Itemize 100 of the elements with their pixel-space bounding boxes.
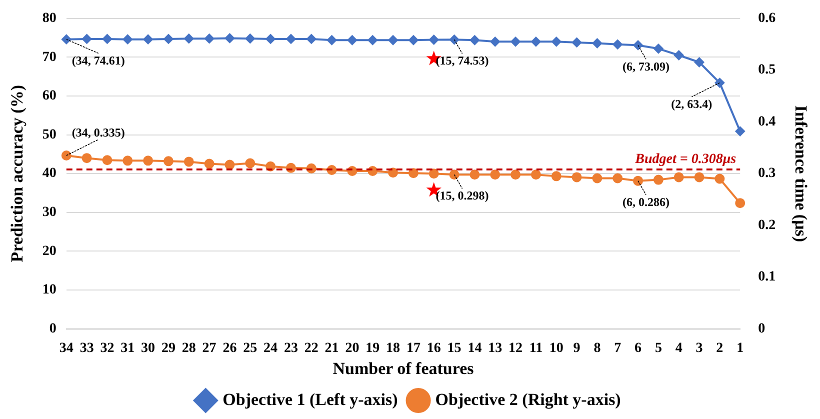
x-tick-label: 17 [406,340,420,356]
point [714,174,725,184]
y-tick-label: 60 [42,88,56,104]
y-tick-label: 20 [42,244,56,259]
legend-label: Objective 1 (Left y-axis) [222,390,398,409]
point [735,126,746,136]
x-tick-label: 26 [222,340,237,356]
x-tick-label: 2 [716,340,724,356]
point [592,173,602,184]
x-tick-label: 31 [120,340,135,356]
x-tick-label: 25 [243,340,258,356]
x-tick-label: 11 [529,340,543,356]
point [122,156,133,166]
point [633,176,644,186]
point [61,34,72,44]
point [286,34,296,44]
point [388,35,398,46]
point [408,35,418,46]
point [102,155,112,166]
y2-axis-title: Inference time (μs) [791,105,810,242]
x-tick-label: 21 [324,340,339,356]
point [694,172,704,182]
point [551,171,562,182]
point [490,170,500,180]
point [735,198,746,208]
data-label: (6, 0.286) [622,194,670,209]
x-tick-label: 1 [736,340,744,356]
point [266,34,276,44]
x-tick-label: 34 [59,340,74,356]
point [102,34,112,44]
point [612,173,623,184]
data-label: (34, 0.335) [72,126,125,140]
point [674,172,684,182]
y-tick-label: 10 [42,282,56,298]
y-axis-title: Prediction accuracy (%) [8,85,27,262]
y-tick-label: 50 [42,127,56,142]
point [245,158,256,168]
y2-tick-label: 0.3 [758,166,776,182]
point [551,36,562,47]
point [592,38,602,48]
point [490,36,500,47]
point [449,170,460,180]
point [204,158,214,169]
point [61,150,72,160]
x-tick-label: 13 [488,340,502,356]
point [572,172,582,182]
x-tick-label: 18 [386,340,400,356]
point [184,156,194,167]
point [510,170,521,180]
point [449,34,460,45]
y-tick-label: 40 [42,166,56,182]
point [163,34,174,44]
x-tick-label: 24 [264,340,278,356]
x-tick-label: 16 [426,340,441,356]
data-label: (2, 63.4) [671,96,712,111]
x-tick-label: 9 [573,340,580,356]
x-tick-label: 5 [654,340,662,356]
x-tick-label: 8 [594,340,601,356]
point [368,35,378,46]
point [184,34,194,44]
data-label: (6, 73.09) [622,59,670,74]
y-tick-label: 70 [42,50,56,65]
y2-tick-label: 0 [758,321,766,336]
y2-tick-label: 0.6 [758,11,776,26]
x-tick-label: 22 [304,340,318,356]
point [612,39,623,50]
y2-tick-label: 0.1 [758,270,776,285]
point [428,34,439,45]
x-tick-label: 3 [696,340,703,356]
y2-tick-label: 0.5 [758,62,776,78]
point [470,170,480,180]
point [408,168,418,178]
point [674,50,684,60]
x-tick-label: 7 [614,340,622,356]
x-tick-label: 6 [634,340,642,356]
point [470,35,480,46]
x-tick-label: 33 [80,340,94,356]
point [510,36,521,47]
x-tick-label: 19 [366,340,380,356]
point [694,57,704,68]
point [224,33,235,44]
point [428,168,439,179]
x-tick-label: 32 [100,340,114,356]
x-tick-label: 29 [161,340,176,356]
point [633,40,644,50]
x-tick-label: 10 [549,340,564,356]
point [653,174,664,185]
x-tick-label: 28 [182,340,196,356]
y-tick-label: 30 [42,205,56,220]
point [204,34,214,44]
x-tick-label: 20 [345,340,360,356]
y-tick-label: 80 [42,11,56,26]
point [530,170,541,180]
data-label: (34, 74.61) [72,53,125,68]
point [224,160,235,170]
x-tick-label: 12 [508,340,523,356]
point [245,34,256,44]
point [163,156,174,166]
x-tick-label: 14 [468,340,482,356]
point [530,36,541,47]
